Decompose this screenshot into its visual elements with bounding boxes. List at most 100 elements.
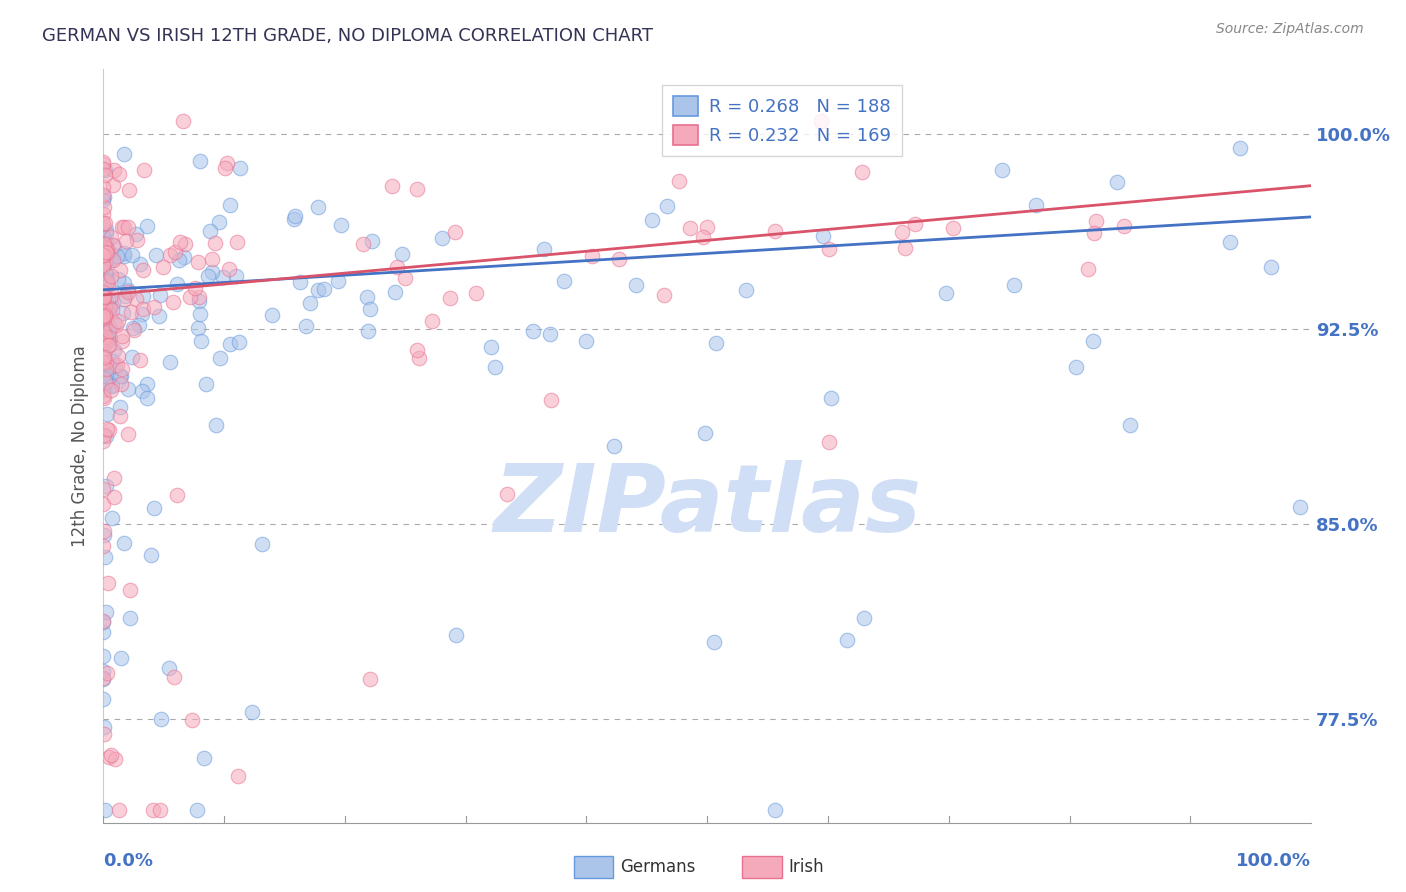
Point [575,334,598,348]
Point [209,351,232,366]
Point [187,290,209,304]
Point [93,303,115,318]
Point [172,113,194,128]
Point [96,407,118,421]
Point [93,242,115,256]
Point [890,225,912,239]
Point [96,242,118,256]
Point [105,248,128,262]
Point [496,487,519,501]
Point [100,253,122,268]
Point [352,236,374,251]
Point [93,323,115,337]
Point [226,235,249,250]
Y-axis label: 12th Grade, No Diploma: 12th Grade, No Diploma [72,345,89,547]
Text: Irish: Irish [789,858,824,876]
Point [96,222,118,236]
Point [131,384,153,398]
Point [307,200,329,214]
Point [94,308,117,322]
Point [110,369,132,384]
Point [143,501,166,516]
Point [98,369,121,384]
Point [91,303,114,318]
Point [93,350,115,364]
Point [96,329,118,343]
Point [356,290,378,304]
Point [117,285,139,300]
Point [101,295,124,310]
Point [391,247,413,261]
Point [112,276,135,290]
Point [103,317,125,331]
Point [91,215,114,229]
Point [93,325,115,339]
Point [108,369,131,384]
Point [145,248,167,262]
Point [128,257,150,271]
Point [101,238,124,252]
Point [93,392,115,406]
Point [679,220,702,235]
Point [91,615,114,629]
Point [93,236,115,251]
Point [91,497,114,511]
Point [93,304,115,318]
Point [94,336,117,351]
Point [91,217,114,231]
Point [91,331,114,345]
Text: ZIPatlas: ZIPatlas [494,460,921,552]
Point [94,312,117,326]
Point [94,376,117,390]
Point [91,309,114,323]
Point [820,391,842,405]
Point [93,254,115,268]
Point [94,275,117,289]
Point [101,378,124,392]
Point [763,804,786,818]
Point [184,281,207,295]
Point [166,277,188,291]
Point [93,528,115,542]
Point [100,230,122,244]
Point [484,360,506,375]
Point [93,291,115,305]
Point [110,377,132,392]
Point [91,383,114,397]
Point [195,376,218,391]
Point [111,219,134,234]
Point [240,705,263,719]
Point [1105,175,1128,189]
Point [226,769,249,783]
Point [942,220,965,235]
Point [103,178,125,192]
Point [904,218,927,232]
Point [692,230,714,244]
Point [91,157,114,171]
Point [129,352,152,367]
Point [114,289,136,303]
Point [93,720,115,734]
Point [430,230,453,244]
Point [91,229,114,244]
Point [696,219,718,234]
Point [91,236,114,251]
Point [112,220,135,235]
Point [93,240,115,254]
Point [93,428,115,442]
Point [522,324,544,338]
Point [93,671,115,685]
Point [98,749,121,764]
Point [212,269,235,284]
Point [657,199,679,213]
Point [111,362,134,376]
Point [357,325,380,339]
Point [134,163,156,178]
Point [444,628,467,642]
Point [96,268,118,282]
Point [228,334,250,349]
Point [91,269,114,284]
Point [93,190,115,204]
Point [208,215,231,229]
Point [214,161,236,175]
